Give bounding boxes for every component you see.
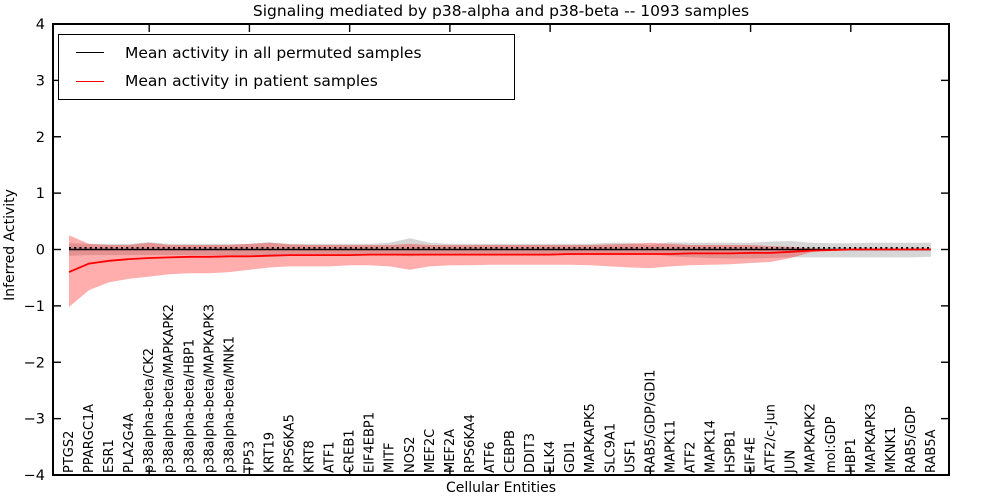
- y-tick-label: −4: [24, 468, 45, 484]
- chart-title: Signaling mediated by p38-alpha and p38-…: [252, 2, 750, 20]
- y-tick-label: −2: [24, 355, 45, 371]
- patient-mean-line: [68, 248, 931, 273]
- x-category-label: PLA2G4A: [122, 413, 137, 473]
- x-category-label: MKNK1: [884, 427, 899, 473]
- y-axis-label: Inferred Activity: [2, 189, 18, 301]
- x-category-label: PTGS2: [62, 431, 77, 473]
- x-category-label: DDIT3: [523, 433, 538, 473]
- x-category-label: ATF6: [483, 441, 498, 473]
- x-category-label: RAB5A: [924, 429, 939, 473]
- x-category-label: RAB5/GDP/GDI1: [643, 370, 658, 473]
- x-category-label: p38alpha-beta/HBP1: [182, 339, 197, 473]
- y-tick-label: 0: [36, 243, 45, 259]
- x-axis-label: Cellular Entities: [445, 480, 557, 496]
- x-category-label: MAPK14: [703, 420, 718, 473]
- x-category-label: EIF4EBP1: [363, 412, 378, 473]
- x-category-label: CREB1: [343, 429, 358, 473]
- x-category-label: ATF1: [323, 441, 338, 473]
- x-category-label: GDI1: [563, 441, 578, 473]
- x-category-label: MAPK11: [663, 420, 678, 473]
- y-tick-label: −1: [24, 299, 45, 315]
- legend-item: Mean activity in all permuted samples: [59, 39, 514, 67]
- x-category-label: ELK4: [543, 441, 558, 473]
- legend-item: Mean activity in patient samples: [59, 67, 514, 95]
- x-category-label: SLC9A1: [603, 423, 618, 473]
- x-category-label: p38alpha-beta/MAPKAPK3: [202, 304, 217, 473]
- x-category-label: p38alpha-beta/MNK1: [222, 336, 237, 473]
- x-category-label: KRT19: [262, 432, 277, 473]
- x-category-label: mol:GDP: [824, 416, 839, 473]
- x-category-label: RPS6KA4: [463, 414, 478, 473]
- x-category-label: ATF2: [683, 441, 698, 473]
- y-tick-label: −3: [24, 412, 45, 428]
- permuted-line-swatch: [76, 52, 104, 54]
- y-tick-label: 1: [36, 186, 45, 202]
- x-category-label: JUN: [784, 450, 799, 474]
- x-category-label: ESR1: [102, 439, 117, 473]
- x-category-label: NOS2: [403, 437, 418, 473]
- x-category-label: HSPB1: [724, 430, 739, 473]
- x-category-label: p38alpha-beta/MAPKAPK2: [162, 304, 177, 473]
- x-category-label: ATF2/c-Jun: [764, 404, 779, 473]
- x-category-label: EIF4E: [744, 437, 759, 473]
- x-category-label: TP53: [242, 441, 257, 474]
- plot-frame: [52, 23, 950, 476]
- legend-item-label: Mean activity in patient samples: [125, 72, 378, 91]
- y-tick-label: 4: [36, 17, 45, 33]
- x-category-label: MAPKAPK2: [804, 403, 819, 473]
- y-tick-label: 3: [36, 73, 45, 89]
- x-category-label: p38alpha-beta/CK2: [142, 348, 157, 473]
- legend-item-label: Mean activity in all permuted samples: [125, 43, 422, 62]
- y-tick-label: 2: [36, 130, 45, 146]
- x-category-label: KRT8: [303, 440, 318, 473]
- x-category-label: PPARGC1A: [82, 404, 97, 473]
- x-category-label: CEBPB: [503, 430, 518, 473]
- x-category-label: USF1: [623, 439, 638, 473]
- legend: Mean activity in all permuted samples Me…: [58, 34, 515, 100]
- x-category-label: MEF2A: [443, 429, 458, 473]
- x-category-label: MAPKAPK5: [583, 403, 598, 473]
- x-category-label: RAB5/GDP: [904, 406, 919, 473]
- x-category-label: MEF2C: [423, 429, 438, 473]
- x-category-label: HBP1: [844, 438, 859, 473]
- x-category-label: MAPKAPK3: [864, 403, 879, 473]
- x-category-label: RPS6KA5: [283, 414, 298, 473]
- patient-line-swatch: [76, 80, 104, 82]
- x-category-label: MITF: [383, 443, 398, 473]
